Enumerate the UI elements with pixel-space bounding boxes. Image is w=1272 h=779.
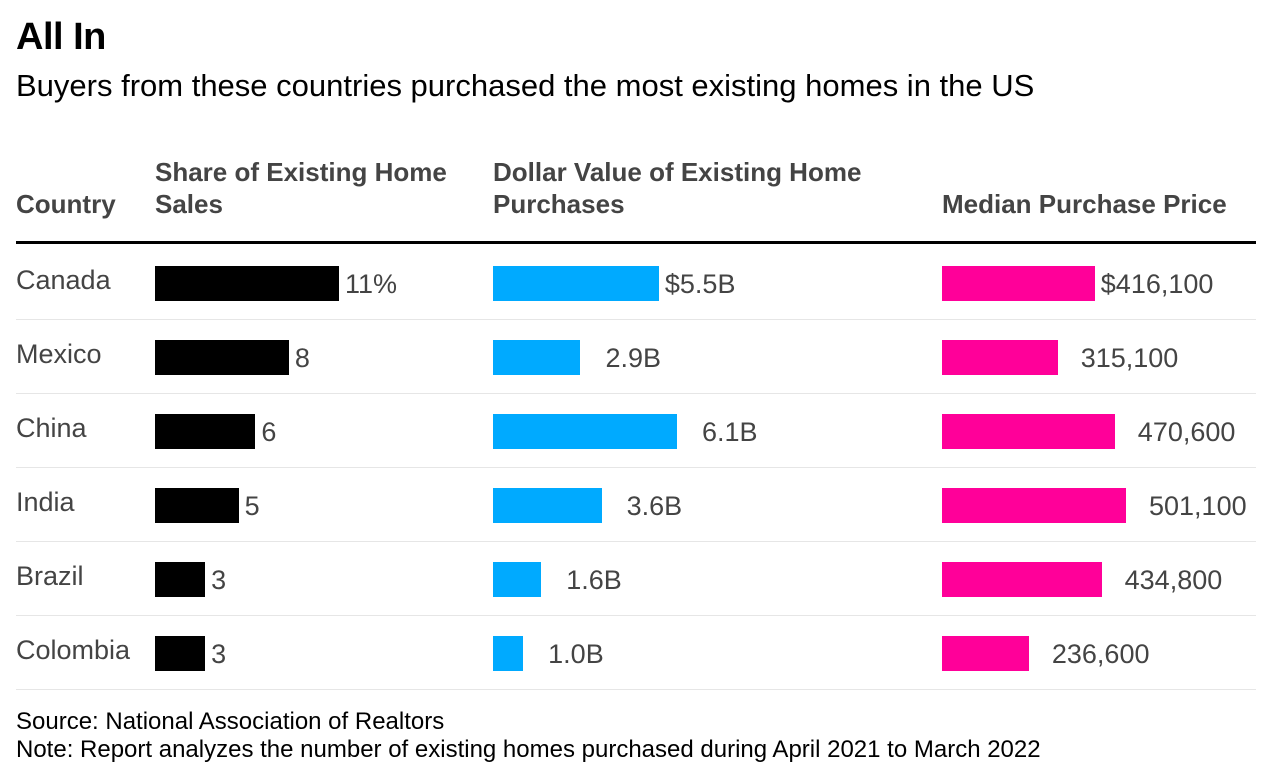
dollar-value: 2.9B bbox=[605, 343, 662, 373]
header-median: Median Purchase Price bbox=[942, 189, 1227, 219]
share-value: 11% bbox=[345, 269, 398, 299]
dollar-bar bbox=[493, 488, 602, 523]
median-value: $416,100 bbox=[1100, 269, 1214, 299]
share-value: 3 bbox=[211, 639, 227, 669]
header-share: Share of Existing Home Sales bbox=[155, 157, 447, 219]
country-label: India bbox=[16, 487, 75, 517]
share-value: 6 bbox=[261, 417, 277, 447]
median-value: 236,600 bbox=[1051, 639, 1150, 669]
footnote: Note: Report analyzes the number of exis… bbox=[16, 736, 1041, 763]
share-value: 8 bbox=[294, 343, 310, 373]
row-divider bbox=[16, 393, 1256, 394]
dollar-value: 3.6B bbox=[626, 491, 683, 521]
dollar-value: $5.5B bbox=[664, 269, 736, 299]
share-bar bbox=[155, 266, 339, 301]
row-divider bbox=[16, 615, 1256, 616]
header-dollar: Dollar Value of Existing Home Purchases bbox=[493, 157, 862, 219]
median-bar bbox=[942, 266, 1095, 301]
dollar-value: 1.0B bbox=[548, 639, 604, 669]
chart-title: All In bbox=[16, 16, 106, 58]
median-bar bbox=[942, 562, 1102, 597]
median-bar bbox=[942, 636, 1029, 671]
dollar-bar bbox=[493, 562, 542, 597]
dollar-bar bbox=[493, 340, 581, 375]
share-bar bbox=[155, 488, 239, 523]
median-value: 470,600 bbox=[1137, 417, 1236, 447]
country-label: Colombia bbox=[16, 635, 131, 665]
median-value: 434,800 bbox=[1124, 565, 1223, 595]
share-bar bbox=[155, 562, 206, 597]
country-label: Mexico bbox=[16, 339, 102, 369]
share-bar bbox=[155, 340, 289, 375]
median-value: 501,100 bbox=[1149, 491, 1247, 521]
dollar-bar bbox=[493, 414, 677, 449]
header-country: Country bbox=[16, 189, 116, 219]
row-divider bbox=[16, 689, 1256, 690]
share-value: 3 bbox=[211, 565, 227, 595]
chart-subtitle: Buyers from these countries purchased th… bbox=[16, 68, 1035, 103]
country-label: Canada bbox=[16, 265, 111, 295]
row-divider bbox=[16, 319, 1256, 320]
share-bar bbox=[155, 636, 206, 671]
median-bar bbox=[942, 414, 1115, 449]
header-rule bbox=[16, 241, 1256, 244]
country-label: Brazil bbox=[16, 561, 84, 591]
median-value: 315,100 bbox=[1080, 343, 1179, 373]
share-value: 5 bbox=[244, 491, 260, 521]
dollar-value: 1.6B bbox=[566, 565, 622, 595]
share-bar bbox=[155, 414, 256, 449]
row-divider bbox=[16, 467, 1256, 468]
source-note: Source: National Association of Realtors bbox=[16, 708, 445, 735]
country-label: China bbox=[16, 413, 87, 443]
median-bar bbox=[942, 488, 1126, 523]
dollar-bar bbox=[493, 636, 524, 671]
dollar-bar bbox=[493, 266, 659, 301]
row-divider bbox=[16, 541, 1256, 542]
dollar-value: 6.1B bbox=[702, 417, 758, 447]
median-bar bbox=[942, 340, 1058, 375]
